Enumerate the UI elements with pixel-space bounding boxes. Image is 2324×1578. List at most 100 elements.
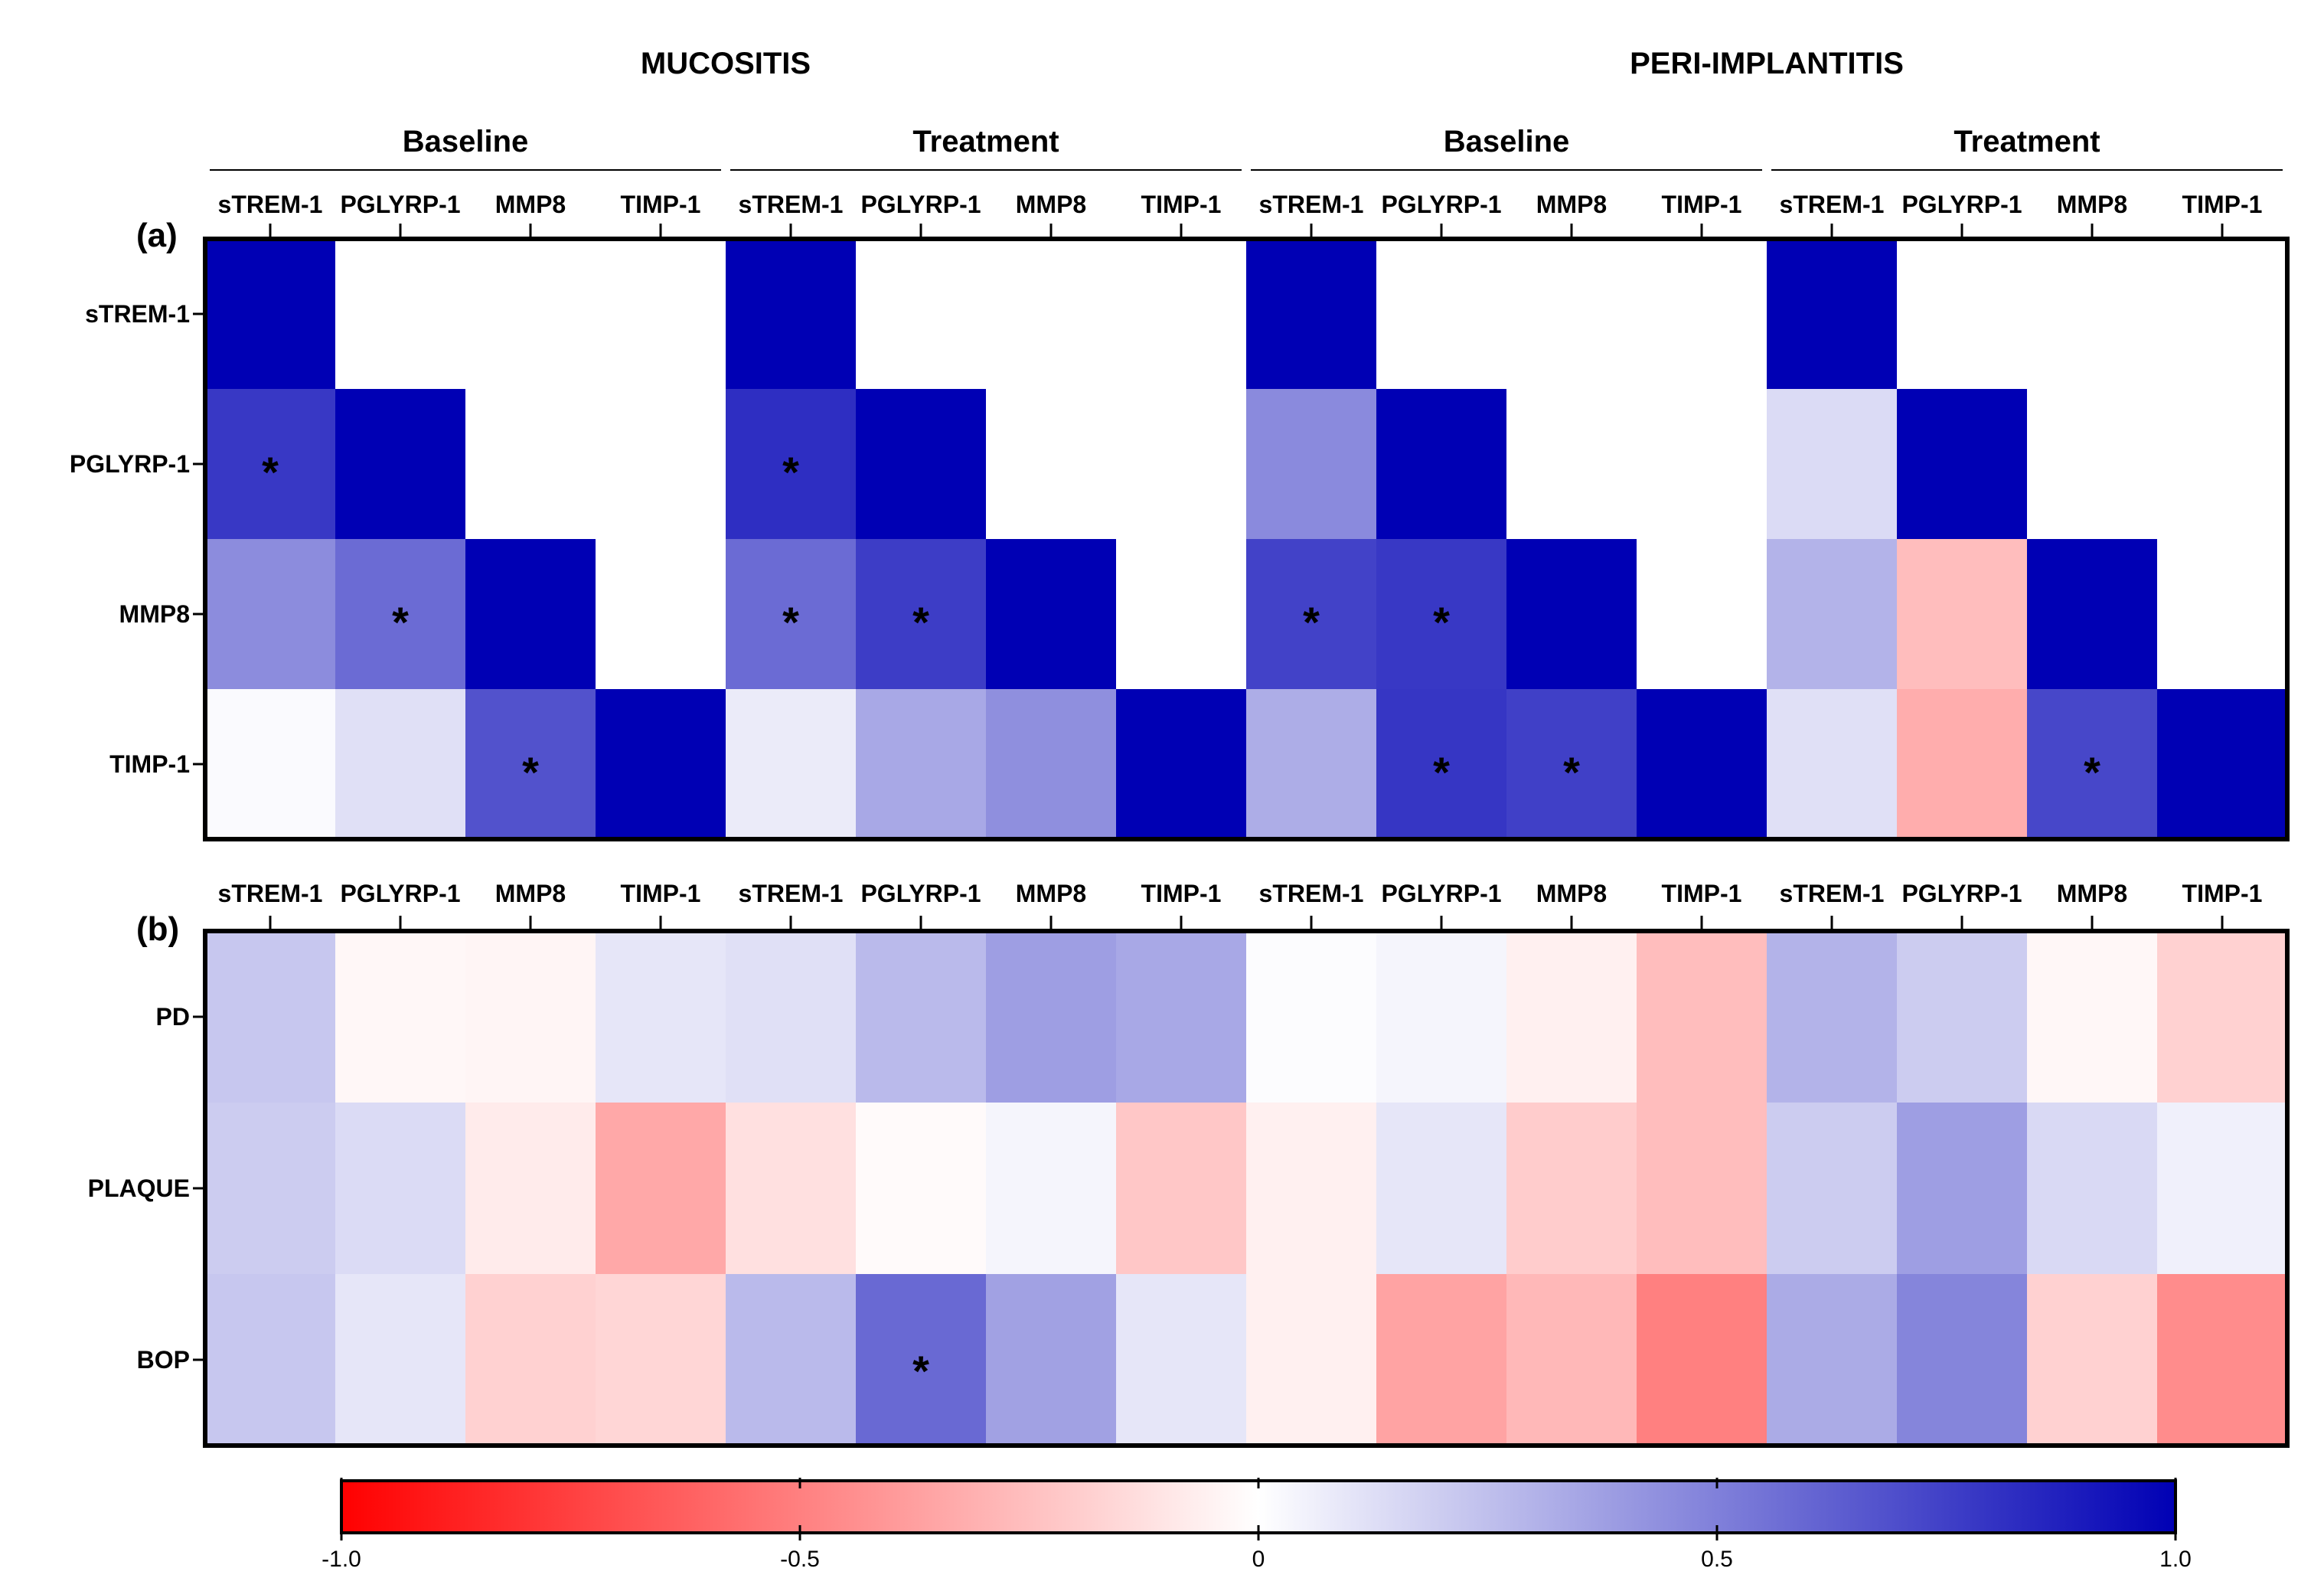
colorbar-tick-label: -0.5 — [780, 1547, 820, 1572]
x-tick-label: MMP8 — [2057, 880, 2127, 907]
heatmap-cell — [1246, 389, 1376, 539]
x-tick-label: PGLYRP-1 — [860, 191, 981, 218]
x-tick-label: sTREM-1 — [218, 191, 323, 218]
heatmap-cell — [465, 931, 596, 1103]
significance-marker: * — [392, 598, 409, 646]
heatmap-cell — [1767, 539, 1897, 689]
group-title: PERI-IMPLANTITIS — [1630, 47, 1904, 80]
x-tick-label: sTREM-1 — [1780, 880, 1885, 907]
heatmap-cell — [726, 539, 856, 689]
heatmap-cell — [1376, 931, 1506, 1103]
heatmap-cell — [205, 389, 335, 539]
panel-label: (a) — [136, 217, 178, 254]
heatmap-cell — [1246, 239, 1376, 389]
panel-frame — [203, 929, 2290, 1448]
heatmap-cell — [856, 1274, 986, 1446]
x-tick-label: TIMP-1 — [621, 880, 701, 907]
colorbar-tick-label: 0.5 — [1701, 1547, 1733, 1572]
heatmap-cell — [596, 1274, 726, 1446]
x-tick-label: MMP8 — [1536, 880, 1607, 907]
heatmap-cell — [1897, 1274, 2027, 1446]
heatmap-cell — [1637, 931, 1767, 1103]
heatmap-cell — [465, 1274, 596, 1446]
heatmap-cell — [465, 1103, 596, 1274]
group-title: MUCOSITIS — [641, 47, 811, 80]
y-tick-label: PGLYRP-1 — [70, 450, 190, 478]
heatmap-cell — [1897, 689, 2027, 839]
significance-marker: * — [1303, 598, 1320, 646]
significance-marker: * — [782, 598, 799, 646]
heatmap-cell — [596, 931, 726, 1103]
x-tick-label: TIMP-1 — [2182, 191, 2263, 218]
y-tick-label: PLAQUE — [88, 1175, 190, 1202]
heatmap-cell — [1767, 931, 1897, 1103]
significance-marker: * — [1563, 748, 1580, 796]
heatmap-cell — [986, 931, 1116, 1103]
heatmap-cell — [1116, 689, 1246, 839]
heatmap-cell — [1767, 389, 1897, 539]
panel-b: sTREM-1 PGLYRP-1 MMP8 TIMP-1 sTREM-1 PGLYRP-1… — [88, 880, 2290, 1448]
heatmap-cell — [1116, 1274, 1246, 1446]
x-tick-label: TIMP-1 — [1662, 191, 1742, 218]
x-tick-label: TIMP-1 — [1141, 191, 1222, 218]
x-tick-label: TIMP-1 — [2182, 880, 2263, 907]
heatmap-cell — [1637, 689, 1767, 839]
heatmap-cell — [335, 389, 465, 539]
x-tick-label: sTREM-1 — [739, 191, 844, 218]
x-tick-label: PGLYRP-1 — [1381, 191, 1501, 218]
heatmap-cell — [335, 1103, 465, 1274]
heatmap-cell — [2157, 689, 2287, 839]
significance-marker: * — [262, 448, 279, 496]
heatmap-cell — [1767, 689, 1897, 839]
heatmap-cell — [205, 1274, 335, 1446]
x-tick-label: MMP8 — [2057, 191, 2127, 218]
heatmap-cell — [465, 689, 596, 839]
x-tick-label: TIMP-1 — [621, 191, 701, 218]
heatmap-cell — [205, 539, 335, 689]
significance-marker: * — [912, 1347, 929, 1395]
heatmap-cell — [1116, 1103, 1246, 1274]
heatmap-cell — [1376, 539, 1506, 689]
x-tick-label: PGLYRP-1 — [1901, 880, 2022, 907]
heatmap-cell — [1376, 389, 1506, 539]
heatmap-cell — [856, 1103, 986, 1274]
x-tick-label: MMP8 — [495, 880, 566, 907]
x-tick-label: sTREM-1 — [1780, 191, 1885, 218]
heatmap-cell — [335, 931, 465, 1103]
panel-frame — [203, 237, 2290, 841]
significance-marker: * — [1433, 748, 1450, 796]
heatmap-cell — [205, 1103, 335, 1274]
x-tick-label: MMP8 — [1016, 880, 1086, 907]
x-tick-label: TIMP-1 — [1662, 880, 1742, 907]
heatmap-cell — [726, 931, 856, 1103]
heatmap-cell — [726, 689, 856, 839]
heatmap-cell — [205, 239, 335, 389]
subgroup-title: Treatment — [912, 125, 1059, 158]
panel-label: (b) — [136, 910, 179, 948]
heatmap-cell — [2027, 539, 2157, 689]
x-tick-label: PGLYRP-1 — [1381, 880, 1501, 907]
y-tick-label: MMP8 — [119, 600, 190, 628]
heatmap-cell — [1506, 1103, 1637, 1274]
heatmap-cell — [1376, 689, 1506, 839]
subgroup-title: Baseline — [403, 125, 529, 158]
x-tick-label: sTREM-1 — [1259, 880, 1364, 907]
colorbar-tick-label: 1.0 — [2159, 1547, 2192, 1572]
heatmap-cell — [1246, 1274, 1376, 1446]
titles-layer: MUCOSITIS PERI-IMPLANTITIS Baseline Treatme… — [210, 47, 2283, 171]
heatmap-cell — [205, 931, 335, 1103]
heatmap-cell — [2027, 1274, 2157, 1446]
heatmap-cell — [1506, 1274, 1637, 1446]
subgroup-title: Treatment — [1954, 125, 2100, 158]
heatmap-cell — [335, 1274, 465, 1446]
y-tick-label: PD — [156, 1003, 190, 1031]
heatmap-cell — [596, 689, 726, 839]
x-tick-label: MMP8 — [495, 191, 566, 218]
heatmap-cell — [986, 1103, 1116, 1274]
colorbar: -1.0 -0.5 0 0.5 1.0 — [322, 1478, 2192, 1572]
significance-marker: * — [1433, 598, 1450, 646]
panel-a: sTREM-1 PGLYRP-1 MMP8 TIMP-1 sTREM-1 PGLYRP-1… — [70, 191, 2290, 841]
heatmap-cell — [986, 689, 1116, 839]
